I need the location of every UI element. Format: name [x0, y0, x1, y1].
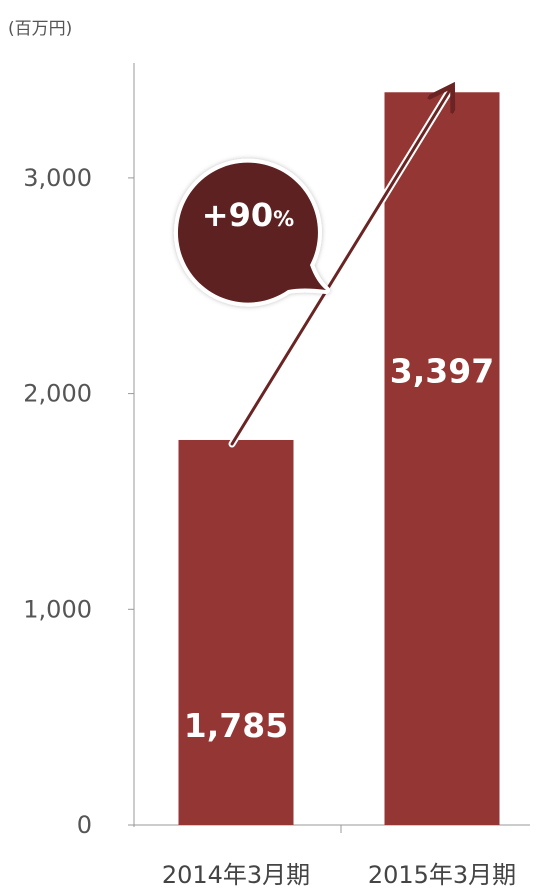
bar: [384, 92, 500, 826]
bar-value-label: 1,785: [184, 706, 288, 745]
y-tick-label: 2,000: [23, 380, 92, 408]
y-tick-label: 1,000: [23, 595, 92, 623]
bar-value-label: 3,397: [390, 352, 494, 391]
x-category-label: 2015年3月期: [368, 861, 516, 889]
growth-label-suffix: %: [273, 207, 294, 231]
unit-label: (百万円): [8, 19, 72, 39]
growth-bubble-fill: [177, 162, 326, 303]
growth-label: +90%: [202, 196, 294, 234]
x-axis: 2014年3月期 2015年3月期: [128, 824, 530, 889]
value-labels: 1,785 3,397: [184, 352, 494, 745]
bars: [178, 92, 500, 826]
growth-bubble: +90%: [173, 158, 330, 307]
growth-annotation: +90%: [173, 88, 451, 448]
growth-label-number: +90: [202, 196, 273, 234]
bar: [178, 439, 294, 825]
y-tick-label: 0: [77, 811, 92, 839]
x-category-label: 2014年3月期: [162, 861, 310, 889]
y-tick-label: 3,000: [23, 164, 92, 192]
y-axis: 0 1,000 2,000 3,000: [23, 63, 135, 839]
growth-arrow: [230, 88, 451, 446]
